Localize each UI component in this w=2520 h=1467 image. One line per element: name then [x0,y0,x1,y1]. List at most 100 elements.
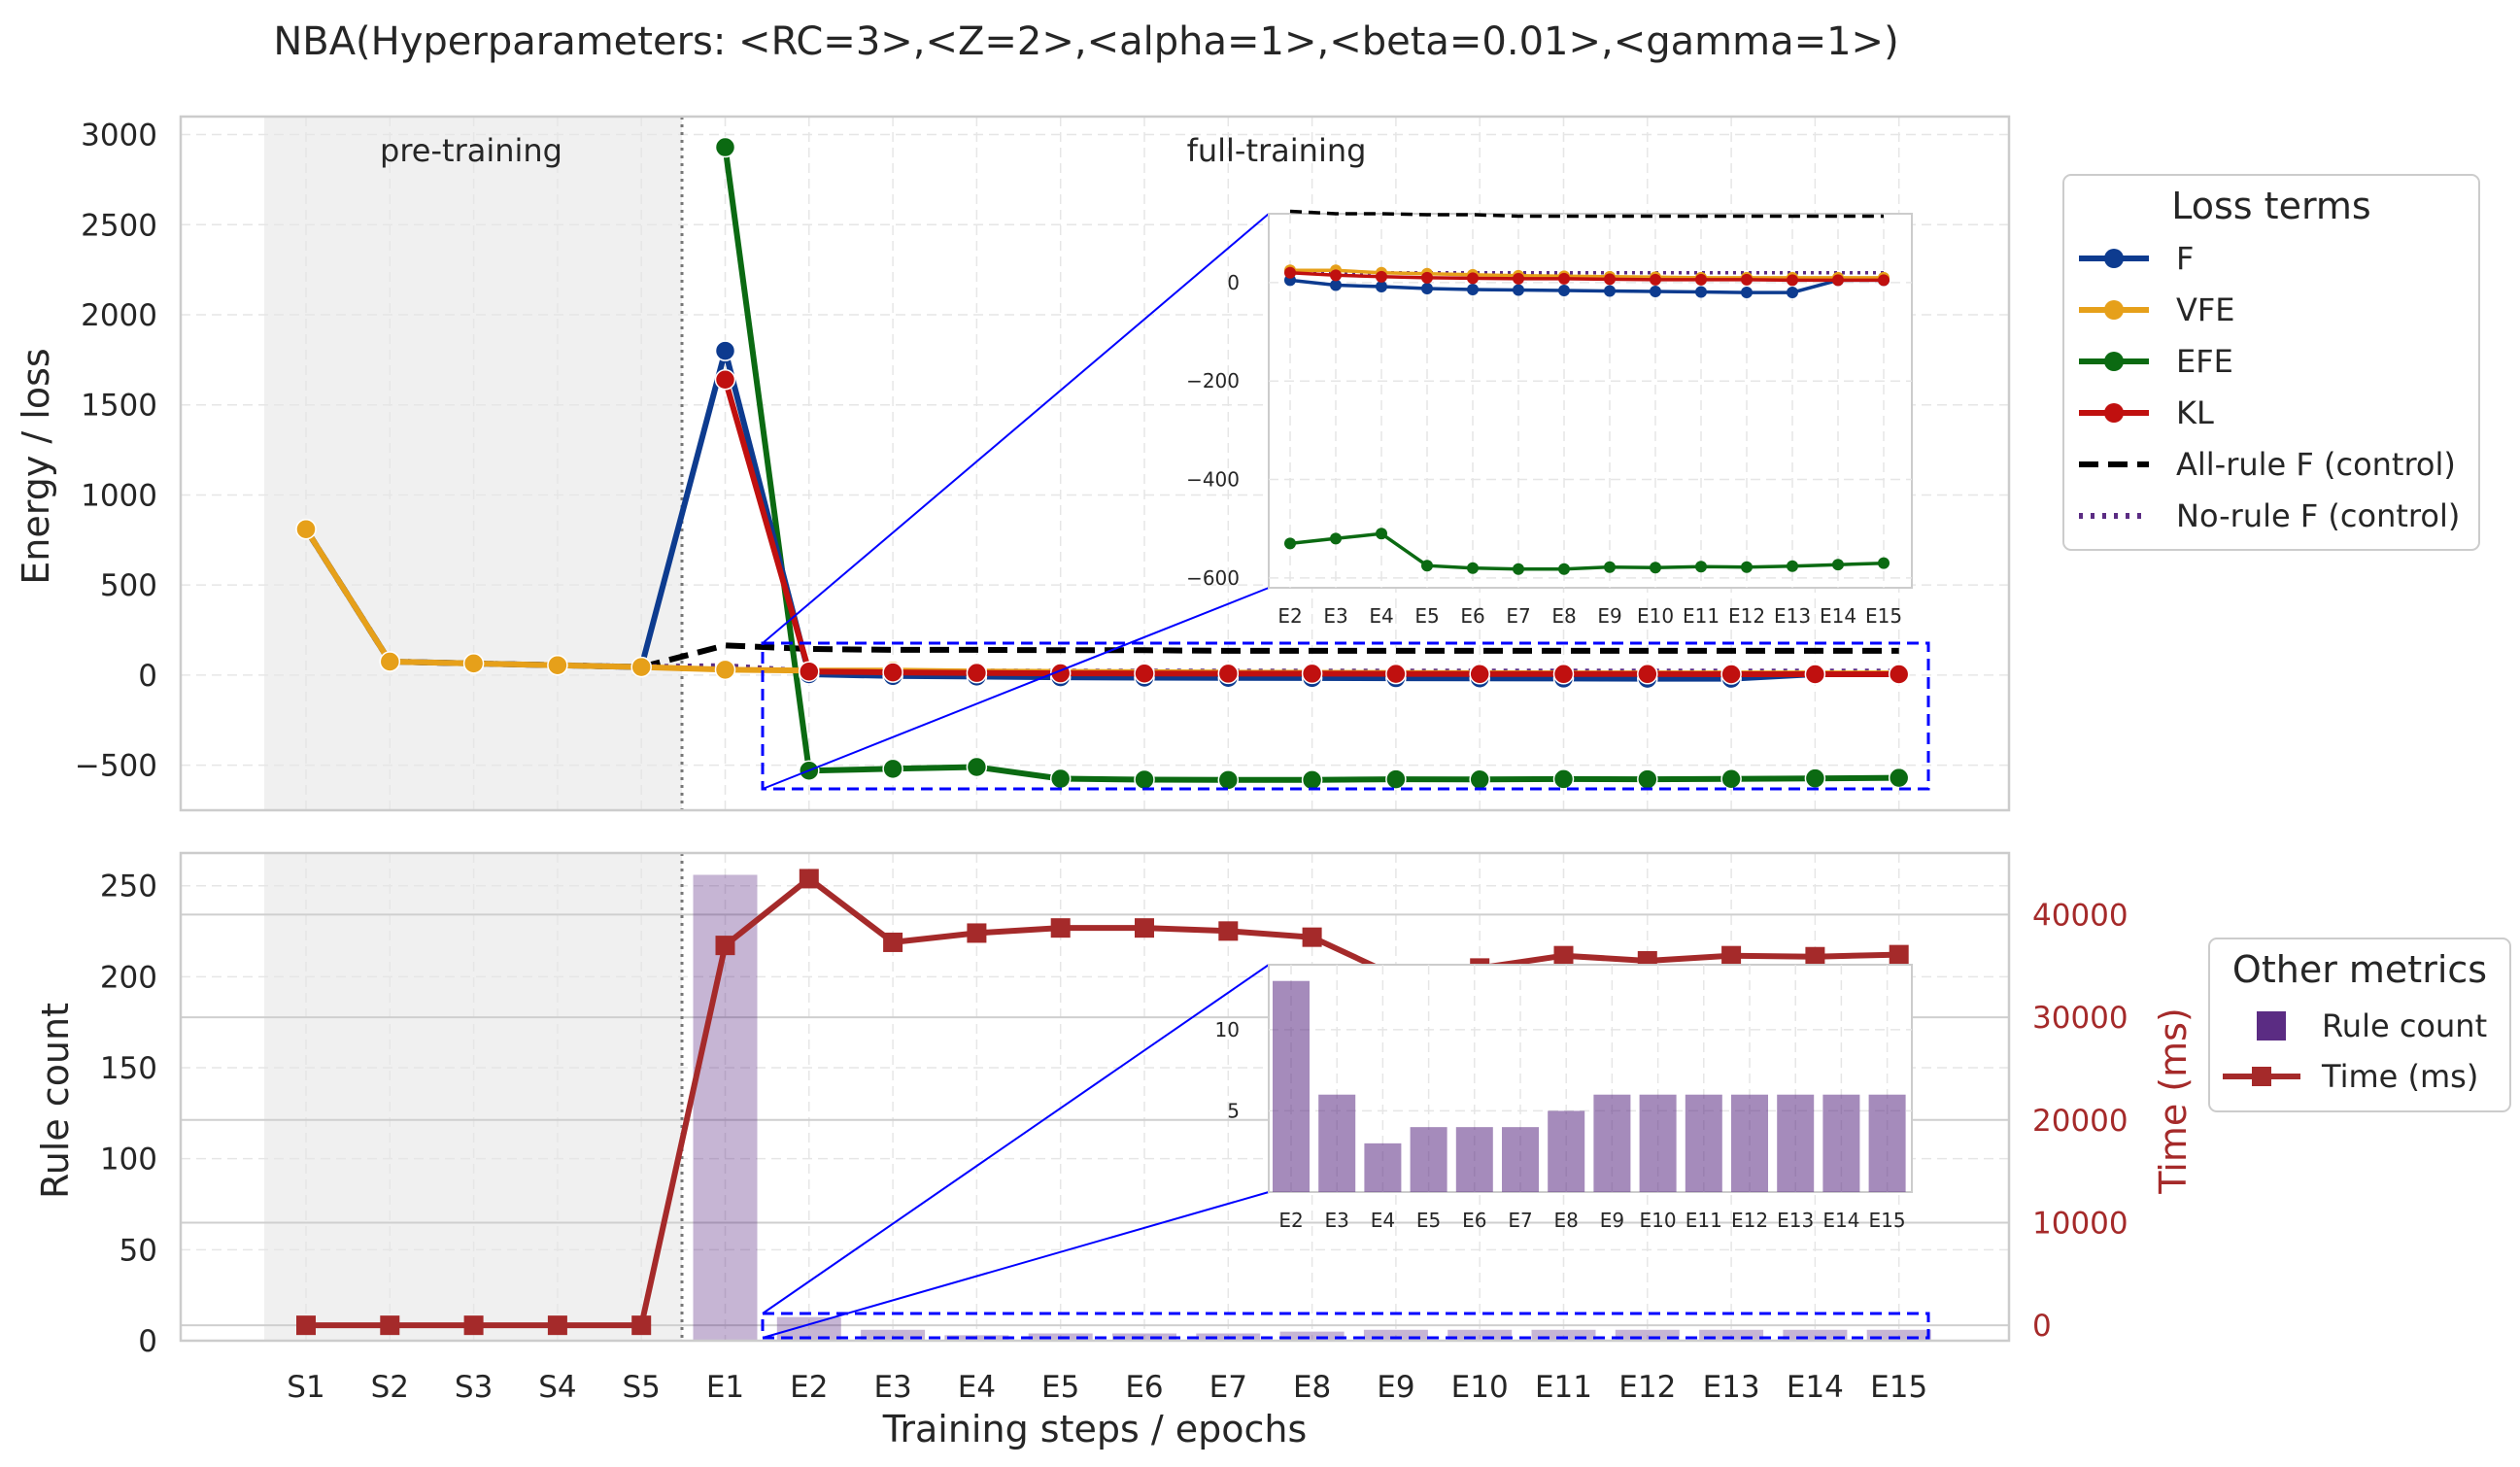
data-point-time [715,936,735,956]
inset-data-point-efe [1376,528,1387,540]
inset-data-point-kl [1421,271,1433,284]
inset-series-line-kl [1289,271,1884,283]
series-line-time [306,875,1899,1329]
data-point-kl [1217,663,1240,685]
inset-x-tick-label: E9 [1597,604,1621,628]
inset-bar-rule-count [1364,1143,1402,1192]
inset-x-tick-label: E9 [1600,1209,1624,1232]
data-point-kl [1804,664,1826,685]
inset-data-point-kl [1467,272,1479,285]
inset-data-point-efe [1650,562,1661,574]
data-point-vfe [295,518,317,540]
data-point-time [1218,921,1239,941]
zoom-connector [762,587,1270,790]
bar-rule-count [1531,1329,1596,1341]
zoom-region-box [761,1312,1930,1340]
inset-data-point-f [1558,285,1570,297]
inset-y-tick-label: −200 [1186,369,1240,392]
data-point-time [463,1315,484,1336]
x-tick-label: S1 [287,1370,324,1405]
x-tick-label: E13 [1703,1370,1760,1405]
zoom-connector [762,213,1270,644]
inset-data-point-kl [1650,273,1661,286]
data-point-f [714,340,736,361]
data-point-efe [714,136,736,158]
inset-data-point-efe [1284,537,1296,550]
legend-label: VFE [2176,291,2235,328]
data-point-time [1553,945,1574,966]
legend-marker [2104,300,2124,320]
inset-x-tick-label: E14 [1822,1209,1859,1232]
bottom-panel: 250 200 150 100 50 0 40000 30000 20000 10000 0 S1 S2… [100,851,2128,1405]
x-tick-label: E3 [873,1370,911,1405]
inset-data-point-f [1695,286,1707,298]
x-tick-label: E4 [958,1370,996,1405]
legend-marker [2252,1067,2271,1086]
legend-marker [2104,352,2124,371]
y-axis-label-top: Energy / loss [15,348,57,584]
data-point-time [547,1315,567,1336]
y-tick-label: 1000 [81,478,157,513]
inset-bar-rule-count [1822,1094,1860,1192]
inset-y-tick-label: −400 [1186,468,1240,492]
inset-data-point-efe [1330,532,1342,545]
inset-series-line-vfe [1290,268,1884,280]
bar-rule-count [1112,1333,1176,1341]
data-point-vfe [714,659,736,681]
legend-marker [2257,1011,2286,1041]
inset-x-tick-label: E5 [1414,604,1439,628]
inset-series-line-efe [1289,531,1885,571]
inset-x-tick-label: E2 [1278,1209,1303,1232]
data-point-efe [1134,768,1155,791]
inset-bar-rule-count [1318,1094,1356,1192]
zoom-connector [762,964,1270,1314]
zoom-region-box [761,641,1930,791]
inset-data-point-efe [1604,561,1616,573]
data-point-kl [1469,664,1490,685]
x-tick-label: S5 [622,1370,660,1405]
inset-data-point-kl [1878,274,1890,287]
bar-rule-count [861,1329,926,1341]
legend-loss-terms: Loss terms F VFE EFE KL All-rule F (control)… [2062,174,2480,551]
inset-data-point-f [1376,280,1387,292]
inset-data-point-kl [1558,272,1570,285]
inset-bar-rule-count [1685,1094,1722,1192]
inset-x-tick-label: E3 [1325,1209,1349,1232]
data-point-kl [1301,663,1323,685]
data-point-time [1050,918,1071,938]
inset-x-tick-label: E15 [1865,604,1902,628]
data-point-kl [882,662,903,683]
data-point-efe [1385,768,1407,790]
data-point-efe [1637,768,1658,790]
inset-data-point-efe [1558,563,1570,575]
inset-x-tick-label: E13 [1777,1209,1814,1232]
x-tick-label: E7 [1209,1370,1247,1405]
y-tick-label: 1500 [81,389,157,424]
data-point-efe [1049,768,1072,790]
data-point-time [1135,918,1154,938]
inset-data-point-f [1787,287,1798,299]
inset-x-tick-label: E4 [1371,1209,1395,1232]
legend-marker [2104,249,2124,268]
inset-data-point-kl [1832,274,1844,287]
inset-series-line-all-rule-f-control [1289,209,1884,219]
inset-data-point-kl [1604,273,1616,286]
inset-x-tick-label: E7 [1508,1209,1532,1232]
inset-x-tick-label: E8 [1554,1209,1579,1232]
inset-x-tick-label: E7 [1506,604,1530,628]
legend-label: F [2176,240,2194,277]
data-point-time [1805,946,1825,967]
legend-label: No-rule F (control) [2176,497,2460,534]
data-point-vfe [547,654,568,676]
legend-label: All-rule F (control) [2176,446,2456,483]
bar-rule-count [1866,1329,1931,1341]
inset-x-tick-label: E14 [1820,604,1856,628]
y2-tick-label: 30000 [2032,1001,2128,1036]
inset-data-point-f [1513,284,1524,296]
inset-data-point-efe [1741,561,1753,573]
bar-rule-count [1699,1329,1764,1341]
data-point-kl [714,369,736,391]
region-label-full: full-training [1187,132,1367,169]
legend-other-metrics-title: Other metrics [2232,948,2487,991]
